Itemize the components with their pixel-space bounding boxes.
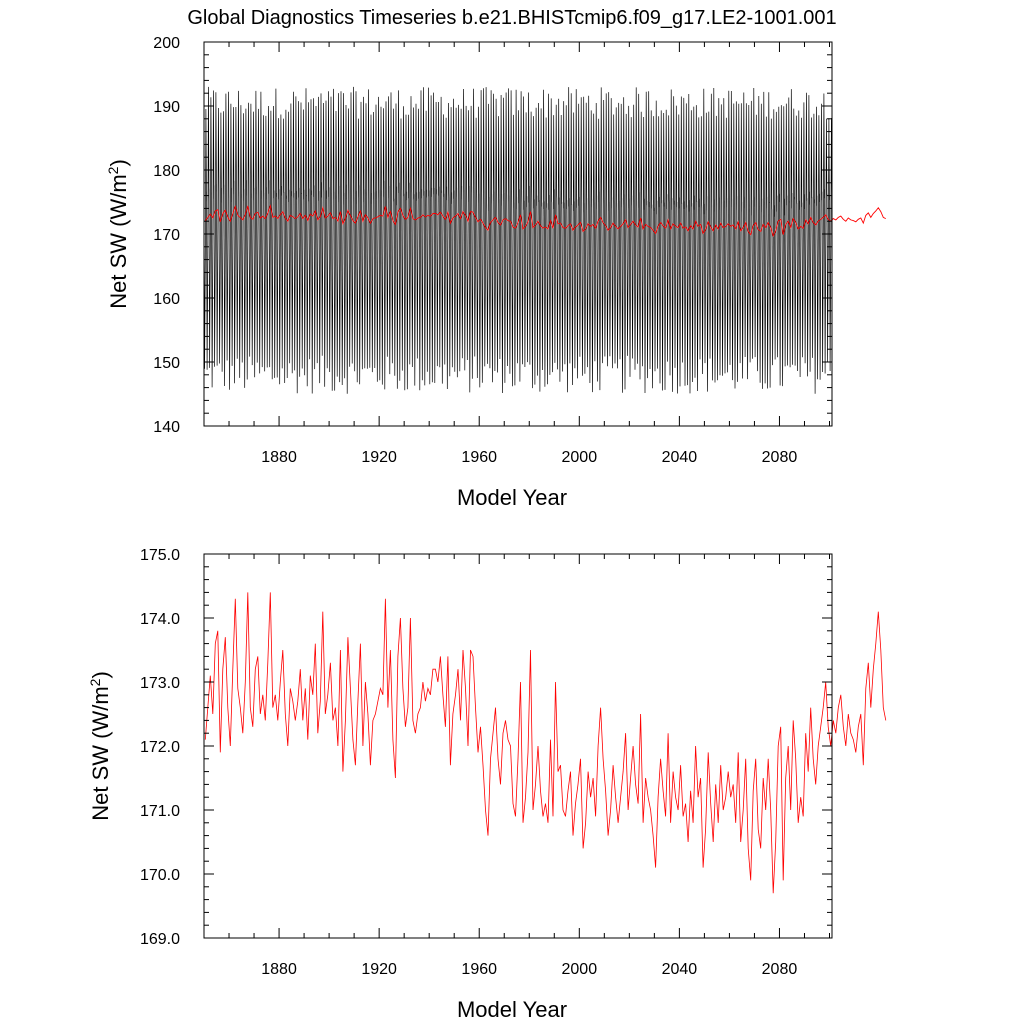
- bottom-y-tick-label: 169.0: [140, 931, 180, 948]
- bottom-y-tick-label: 175.0: [140, 547, 180, 564]
- bottom-x-tick-label: 2040: [662, 961, 698, 978]
- top-x-tick-label: 1960: [461, 449, 497, 466]
- bottom-y-axis-label: Net SW (W/m2): [87, 671, 113, 821]
- monthly-series-line: [203, 86, 833, 394]
- bottom-x-tick-label: 1880: [261, 961, 297, 978]
- top-x-tick-labels: 1880 1920 1960 2000 2040 2080: [261, 449, 797, 466]
- top-y-tick-label: 180: [153, 163, 180, 180]
- top-ticks: [204, 41, 832, 427]
- top-y-tick-label: 200: [153, 35, 180, 52]
- top-y-tick-label: 140: [153, 419, 180, 436]
- top-y-tick-label: 160: [153, 291, 180, 308]
- bottom-x-axis-label: Model Year: [457, 997, 567, 1022]
- top-x-tick-label: 2000: [562, 449, 598, 466]
- bottom-ticks: [204, 553, 832, 939]
- bottom-y-tick-label: 172.0: [140, 739, 180, 756]
- top-y-axis-label: Net SW (W/m2): [105, 159, 131, 309]
- bottom-y-tick-labels: 169.0 170.0 171.0 172.0 173.0 174.0 175.0: [140, 547, 180, 948]
- bottom-annual-mean-line: [204, 592, 887, 894]
- bottom-x-tick-label: 1920: [361, 961, 397, 978]
- bottom-x-tick-label: 1960: [461, 961, 497, 978]
- top-panel: 1880 1920 1960 2000 2040 2080 140 150 160 170 180…: [105, 35, 886, 510]
- bottom-x-tick-label: 2000: [562, 961, 598, 978]
- bottom-x-tick-label: 2080: [762, 961, 798, 978]
- top-x-tick-label: 1920: [361, 449, 397, 466]
- top-plot-lines: [203, 86, 886, 394]
- top-x-tick-label: 2080: [762, 449, 798, 466]
- top-y-tick-labels: 140 150 160 170 180 190 200: [153, 35, 180, 436]
- bottom-plot-lines: [204, 592, 887, 894]
- bottom-panel: 1880 1920 1960 2000 2040 2080 169.0 170.0 171.0…: [87, 547, 887, 1022]
- top-x-axis-label: Model Year: [457, 485, 567, 510]
- top-y-tick-label: 170: [153, 227, 180, 244]
- bottom-y-tick-label: 170.0: [140, 867, 180, 884]
- bottom-y-tick-label: 174.0: [140, 611, 180, 628]
- chart-title: Global Diagnostics Timeseries b.e21.BHIS…: [187, 7, 836, 29]
- top-y-tick-label: 150: [153, 355, 180, 372]
- bottom-y-tick-label: 171.0: [140, 803, 180, 820]
- bottom-plot-frame: [203, 553, 833, 939]
- top-x-tick-label: 1880: [261, 449, 297, 466]
- bottom-x-tick-labels: 1880 1920 1960 2000 2040 2080: [261, 961, 797, 978]
- top-annual-mean-line: [204, 204, 886, 238]
- top-x-tick-label: 2040: [662, 449, 698, 466]
- bottom-y-tick-label: 173.0: [140, 675, 180, 692]
- top-y-tick-label: 190: [153, 99, 180, 116]
